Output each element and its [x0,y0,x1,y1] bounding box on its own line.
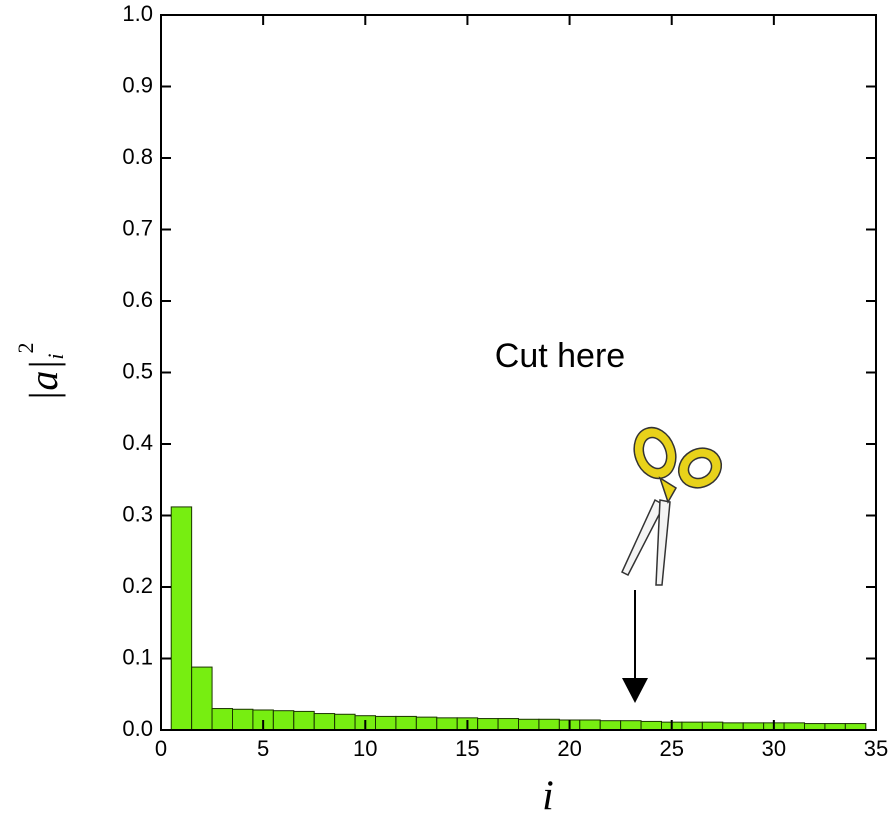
x-tick-label: 20 [557,736,581,761]
bar [620,720,642,731]
bar [681,721,703,731]
bar [375,715,397,731]
bar [395,715,417,731]
bar [538,718,560,731]
y-tick-label: 0.5 [122,358,153,383]
x-tick-label: 10 [353,736,377,761]
y-tick-label: 0.2 [122,573,153,598]
y-tick-label: 0.0 [122,716,153,741]
y-tick-label: 1.0 [122,1,153,26]
annotation: Cut here [495,337,625,375]
bar [191,666,213,731]
bar [293,710,315,731]
plot-area [170,506,867,731]
bar [701,721,724,731]
bar [436,717,458,731]
x-tick-label: 5 [257,736,269,761]
bar [579,719,601,731]
x-tick-label: 25 [659,736,683,761]
y-axis-label-sup: 2 [13,342,38,353]
y-tick-label: 0.7 [122,215,153,240]
bar [313,713,336,731]
bar [334,713,356,731]
bar [211,708,233,731]
y-tick-label: 0.9 [122,72,153,97]
bar [722,722,744,731]
cut-arrow [622,590,648,703]
x-tick-label: 15 [455,736,479,761]
scissors-icon [621,426,723,586]
x-axis-label: i [542,774,554,820]
y-tick-label: 0.6 [122,287,153,312]
bar [272,710,295,731]
bar [742,722,765,731]
bar [477,718,499,731]
y-axis-label: |a|i2 [13,342,68,401]
bar [599,720,622,731]
bar [232,708,254,731]
y-tick-label: 0.4 [122,430,153,455]
y-axis-label-main: |a| [21,360,66,402]
bar [415,716,438,731]
y-tick-label: 0.3 [122,501,153,526]
y-tick-label: 0.8 [122,144,153,169]
bar [783,722,805,731]
y-tick-label: 0.1 [122,644,153,669]
bar [497,718,520,731]
x-tick-label: 35 [864,736,888,761]
bar [518,718,540,731]
bar [640,720,662,731]
y-axis-label-sub: i [43,353,68,359]
bar [170,506,193,731]
x-tick-label: 0 [155,736,167,761]
x-tick-label: 30 [762,736,786,761]
